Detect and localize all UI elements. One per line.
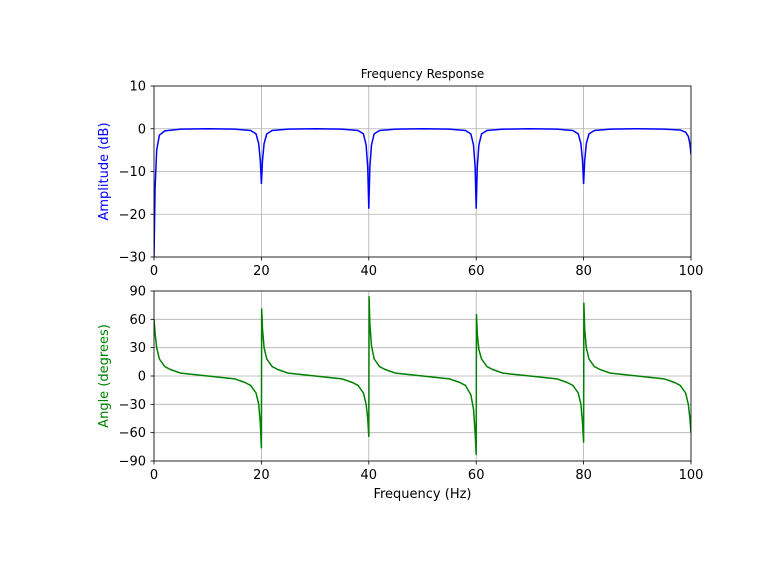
amplitude-ytick-label: −20 [119, 208, 146, 223]
phase-xtick-label: 100 [679, 468, 704, 483]
phase-xlabel: Frequency (Hz) [373, 487, 471, 502]
phase-ytick-label: −90 [119, 455, 146, 470]
phase-xtick-label: 40 [361, 468, 378, 483]
amplitude-xtick-label: 80 [575, 264, 592, 279]
amplitude-ylabel: Amplitude (dB) [97, 122, 112, 220]
amplitude-ytick-label: −10 [119, 165, 146, 180]
phase-ytick-label: 30 [129, 341, 146, 356]
phase-xtick-label: 20 [253, 468, 270, 483]
phase-xtick-label: 80 [575, 468, 592, 483]
amplitude-title: Frequency Response [361, 67, 484, 81]
amplitude-xtick-label: 100 [679, 264, 704, 279]
phase-ytick-label: −30 [119, 398, 146, 413]
amplitude-xtick-label: 60 [468, 264, 485, 279]
phase-ytick-label: 0 [138, 370, 146, 385]
amplitude-ytick-label: 0 [138, 122, 146, 137]
amplitude-ytick-label: 10 [129, 80, 146, 95]
phase-xtick-label: 60 [468, 468, 485, 483]
phase-ylabel: Angle (degrees) [97, 324, 112, 428]
amplitude-xtick-label: 0 [150, 264, 158, 279]
phase-xtick-label: 0 [150, 468, 158, 483]
phase-ytick-label: 90 [129, 285, 146, 300]
amplitude-ytick-label: −30 [119, 251, 146, 266]
amplitude-xtick-label: 40 [361, 264, 378, 279]
phase-ytick-label: −60 [119, 426, 146, 441]
phase-ytick-label: 60 [129, 313, 146, 328]
amplitude-xtick-label: 20 [253, 264, 270, 279]
